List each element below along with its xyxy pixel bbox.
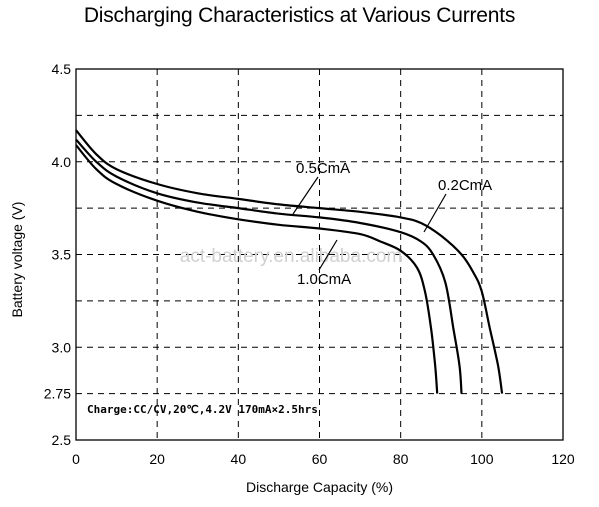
grid bbox=[76, 69, 563, 440]
x-tick-labels: 0 20 40 60 80 100 120 bbox=[72, 451, 575, 467]
chart-title: Discharging Characteristics at Various C… bbox=[83, 4, 516, 27]
watermark: act-battery.en.alibaba.com bbox=[180, 246, 403, 267]
series-leader-line bbox=[423, 193, 447, 233]
y-tick-label: 2.5 bbox=[52, 432, 72, 448]
series-line-0.2CmA bbox=[75, 129, 504, 394]
y-tick-label: 3.0 bbox=[52, 339, 72, 355]
series-leader-line bbox=[318, 239, 338, 271]
series-line-1.0CmA bbox=[75, 144, 439, 394]
x-tick-label: 60 bbox=[312, 451, 328, 467]
plot-frame bbox=[75, 68, 564, 441]
x-axis-label: Discharge Capacity (%) bbox=[246, 479, 393, 495]
series-labels: 0.2CmA 0.5CmA 1.0CmA bbox=[292, 160, 492, 288]
y-tick-label: 4.0 bbox=[52, 154, 72, 170]
series-label-0.5CmA: 0.5CmA bbox=[296, 160, 350, 177]
x-tick-label: 0 bbox=[72, 451, 80, 467]
charge-conditions-note: Charge:CC/CV,20℃,4.2V 170mA×2.5hrs bbox=[87, 403, 318, 416]
x-tick-label: 20 bbox=[149, 451, 165, 467]
y-tick-label: 2.75 bbox=[44, 386, 71, 402]
series-label-1.0CmA: 1.0CmA bbox=[297, 271, 351, 288]
series-line-0.5CmA bbox=[75, 138, 463, 394]
x-tick-label: 120 bbox=[551, 451, 575, 467]
y-tick-label: 3.5 bbox=[52, 247, 72, 263]
x-tick-label: 100 bbox=[470, 451, 494, 467]
x-tick-label: 40 bbox=[231, 451, 247, 467]
x-tick-label: 80 bbox=[393, 451, 409, 467]
y-tick-label: 4.5 bbox=[52, 61, 72, 77]
series-leader-line bbox=[292, 176, 319, 215]
series-lines bbox=[75, 129, 504, 394]
y-tick-labels: 2.5 2.75 3.0 3.5 4.0 4.5 bbox=[44, 61, 71, 448]
y-axis-label: Battery voltage (V) bbox=[9, 202, 25, 318]
series-label-0.2CmA: 0.2CmA bbox=[438, 177, 492, 194]
